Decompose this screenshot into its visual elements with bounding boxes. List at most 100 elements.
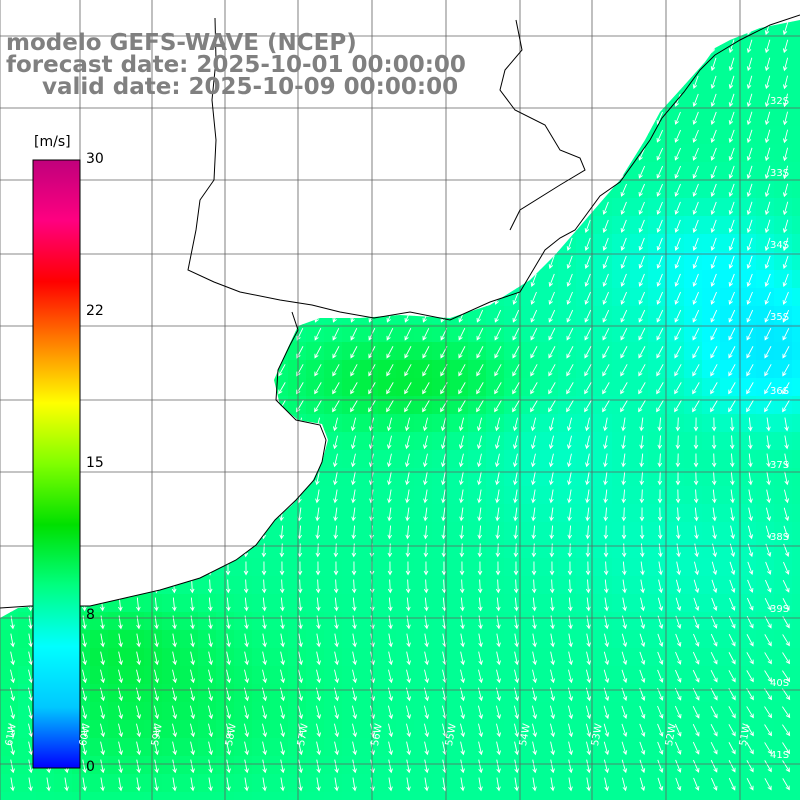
wind-arrow [728,777,736,791]
wind-arrow [27,705,34,720]
wind-arrow [603,741,610,756]
wind-arrow [782,165,789,180]
wind-arrow [351,507,356,522]
wind-arrow [674,129,681,143]
wind-arrow [746,183,753,198]
wind-arrow [278,364,286,377]
wind-arrow [692,201,699,215]
wind-arrow [514,759,519,774]
wind-arrow [154,723,160,738]
wind-arrow [530,364,538,377]
wind-arrow [675,417,681,432]
wind-arrow [675,507,681,522]
wind-arrow [280,651,285,666]
wind-arrow [226,669,231,684]
wind-arrow [674,237,681,251]
wind-arrow [674,400,682,413]
wind-arrow [693,579,700,594]
wind-arrow [620,382,628,395]
wind-arrow [639,669,646,683]
wind-arrow [496,633,501,648]
wind-arrow [82,741,87,756]
wind-arrow [513,489,518,504]
wind-arrow [674,346,682,359]
wind-arrow [622,597,627,612]
wind-arrow [225,579,231,594]
wind-arrow [530,417,537,432]
wind-arrow [674,165,682,179]
wind-arrow [764,724,772,737]
wind-arrow [9,705,16,720]
wind-arrow [746,93,753,108]
wind-arrow [298,723,304,738]
wind-arrow [261,579,267,594]
wind-arrow [514,777,519,792]
wind-arrow [190,651,195,666]
wind-arrow [406,597,411,612]
wind-arrow [316,741,321,756]
wind-arrow [332,327,340,341]
wind-arrow [746,346,754,359]
wind-arrow [386,364,394,377]
wind-arrow [639,777,646,792]
wind-arrow [82,633,87,648]
wind-arrow [334,597,339,612]
wind-arrow [674,327,682,341]
wind-arrow [730,489,735,504]
wind-arrow [639,507,645,522]
wind-arrow [728,183,735,198]
wind-arrow [638,201,645,215]
wind-arrow [746,255,753,270]
wind-arrow [316,759,321,774]
wind-arrow [710,273,717,287]
wind-arrow [764,147,771,162]
wind-arrow [728,706,736,719]
wind-arrow [262,633,267,648]
wind-arrow [656,291,663,305]
wind-arrow [100,723,106,738]
wind-arrow [747,525,754,540]
wind-arrow [333,453,338,468]
wind-arrow [351,471,356,486]
wind-arrow [675,435,681,450]
wind-arrow [548,417,555,432]
wind-arrow [316,633,321,648]
wind-arrow [404,417,411,432]
wind-arrow [639,741,646,756]
wind-arrow [316,723,322,738]
wind-arrow [621,777,628,792]
wind-arrow [622,561,627,576]
wind-arrow [172,633,177,648]
wind-arrow [603,705,610,720]
wind-arrow [405,489,410,504]
wind-arrow [387,705,394,720]
wind-arrow [406,741,411,756]
wind-arrow [620,201,627,215]
wind-arrow [404,327,412,341]
wind-arrow [460,777,465,792]
wind-arrow [620,309,628,323]
wind-arrow [423,453,428,468]
latitude-label: 39S [770,604,790,615]
wind-arrow [333,705,340,720]
wind-arrow [730,471,735,486]
wind-arrow [262,723,268,738]
wind-arrow [604,633,609,648]
wind-arrow [764,760,772,773]
wind-arrow [584,255,591,269]
wind-arrow [350,364,358,377]
wind-arrow [548,255,555,270]
wind-arrow [280,741,285,756]
wind-arrow [262,597,267,612]
wind-arrow [586,597,591,612]
wind-arrow [118,759,123,774]
wind-arrow [692,183,699,197]
wind-arrow [459,561,465,576]
wind-arrow [315,705,322,720]
wind-arrow [388,651,393,666]
wind-arrow [638,382,646,395]
wind-arrow [782,724,791,737]
wind-arrow [460,741,465,756]
wind-arrow [584,273,591,287]
wind-arrow [172,597,177,612]
